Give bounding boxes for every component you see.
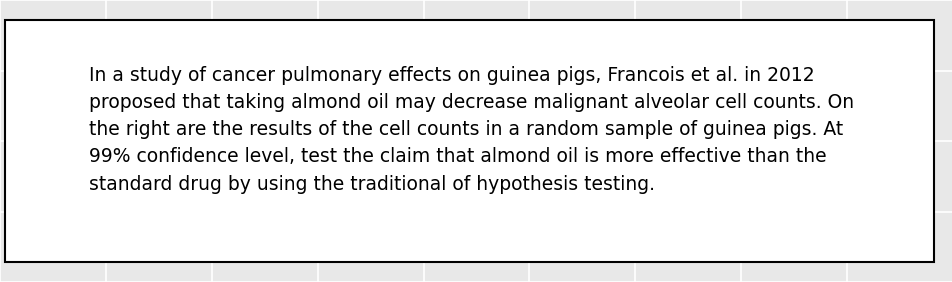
Text: In a study of cancer pulmonary effects on guinea pigs, Francois et al. in 2012
p: In a study of cancer pulmonary effects o… [89,66,853,194]
Bar [5,20,933,262]
